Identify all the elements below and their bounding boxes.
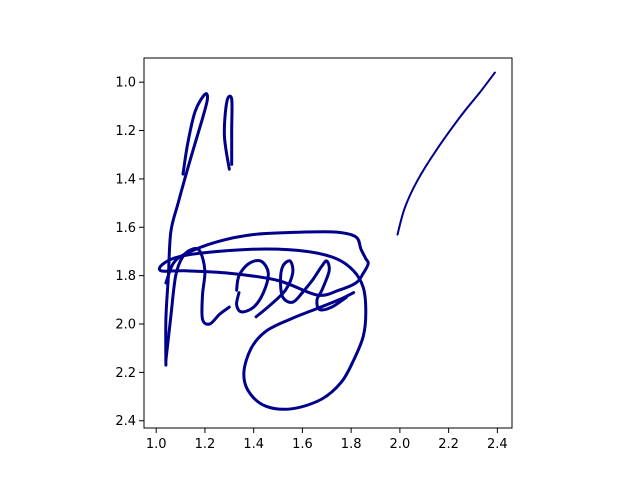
signature-stroke-1 bbox=[222, 94, 234, 171]
x-tick-label: 1.6 bbox=[292, 437, 313, 452]
x-tick-label: 1.0 bbox=[146, 437, 167, 452]
signature-stroke-5 bbox=[235, 258, 270, 314]
axes-frame bbox=[143, 57, 513, 429]
signature-stroke-6 bbox=[254, 259, 304, 319]
y-tick-label: 1.6 bbox=[115, 221, 136, 236]
y-tick-label: 2.0 bbox=[115, 318, 136, 333]
signature-stroke-4 bbox=[157, 230, 370, 411]
y-tick-label: 1.0 bbox=[115, 76, 136, 91]
stroke-layer bbox=[157, 71, 496, 411]
x-tick-label: 1.8 bbox=[341, 437, 362, 452]
x-axis: 1.0 1.2 1.4 1.6 1.8 2.0 2.2 2.4 bbox=[146, 428, 508, 452]
signature-stroke-3 bbox=[164, 246, 231, 362]
y-tick-label: 2.4 bbox=[115, 414, 136, 429]
x-tick-label: 2.4 bbox=[487, 437, 508, 452]
signature-stroke-8 bbox=[396, 71, 496, 236]
y-tick-label: 1.2 bbox=[115, 124, 136, 139]
signature-stroke-7 bbox=[300, 259, 348, 312]
x-tick-label: 1.2 bbox=[195, 437, 216, 452]
x-tick-label: 2.0 bbox=[390, 437, 411, 452]
y-tick-label: 1.8 bbox=[115, 269, 136, 284]
y-tick-label: 2.2 bbox=[115, 366, 136, 381]
x-tick-label: 1.4 bbox=[243, 437, 264, 452]
y-tick-label: 1.4 bbox=[115, 172, 136, 187]
y-axis: 1.0 1.2 1.4 1.6 1.8 2.0 2.2 2.4 bbox=[115, 76, 144, 429]
x-tick-label: 2.2 bbox=[438, 437, 459, 452]
